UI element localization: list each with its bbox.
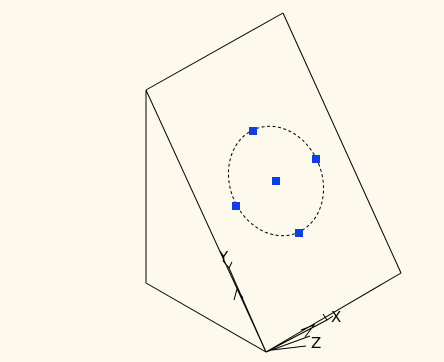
grip-quadrant-left[interactable] (232, 202, 240, 210)
ucs-axis-x-line (265, 319, 328, 353)
ucs-axis-z-line-2 (271, 345, 307, 351)
wedge-solid[interactable] (145, 12, 402, 353)
grip-center[interactable] (272, 177, 280, 185)
ucs-axis-y-tick (223, 261, 233, 269)
ucs-x-label: X (331, 308, 341, 326)
wedge-edge-slope (145, 89, 267, 353)
ucs-y-label: Y (218, 248, 229, 266)
grip-quadrant-top[interactable] (249, 127, 257, 135)
grip-quadrant-right[interactable] (312, 155, 320, 163)
selected-circle[interactable] (212, 112, 339, 250)
grip-quadrant-bottom[interactable] (295, 229, 303, 237)
circle-grips[interactable] (232, 127, 320, 237)
ucs-axis-z-line (265, 335, 311, 353)
ucs-axis-y-arrow (233, 287, 244, 301)
wedge-edge-right (282, 12, 402, 274)
wedge-edge-back-base (145, 282, 267, 353)
wedge-edge-front-top (145, 12, 284, 91)
ucs-axis-y-line (228, 267, 267, 353)
ucs-icon: Y X Z (218, 248, 341, 353)
ucs-axis-x-arrow (300, 323, 316, 338)
ucs-z-label: Z (311, 334, 321, 352)
ucs-axis-x-tick (322, 313, 334, 321)
wedge-edge-base-right (265, 272, 402, 353)
